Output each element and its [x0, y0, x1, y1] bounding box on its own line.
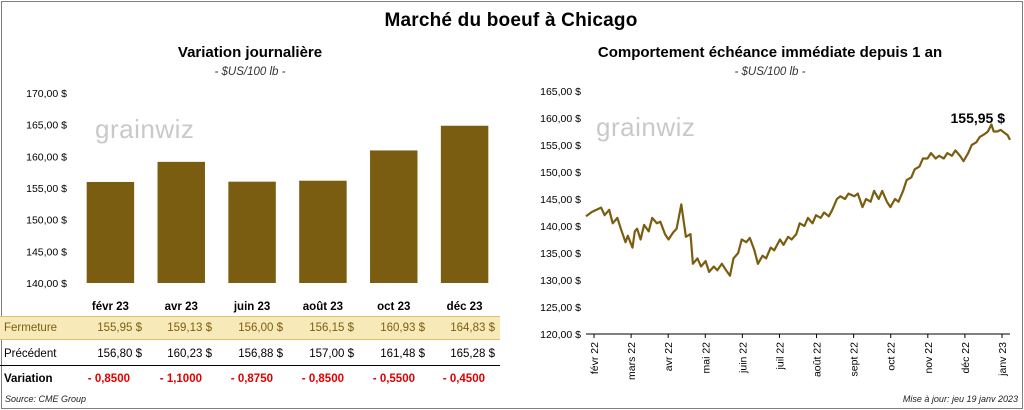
bar — [86, 181, 135, 283]
row-label-previous: Précédent — [4, 348, 57, 360]
y-tick-label: 145,00 $ — [26, 246, 67, 258]
closing-cell: 164,83 $ — [450, 322, 495, 334]
line-chart-title: Comportement échéance immédiate depuis 1… — [597, 44, 943, 61]
previous-cell: 156,80 $ — [97, 348, 142, 360]
closing-cell: 156,00 $ — [238, 322, 283, 334]
previous-cell: 157,00 $ — [309, 348, 354, 360]
source-note: Source: CME Group — [5, 394, 87, 404]
change-cell: - 0,4500 — [442, 373, 485, 385]
bar — [299, 180, 347, 283]
x-tick-label: juil 22 — [774, 342, 786, 371]
row-label-change: Variation — [4, 373, 53, 385]
y-tick-label: 135,00 $ — [540, 248, 581, 260]
closing-cell: 155,95 $ — [97, 322, 142, 334]
y-tick-label: 150,00 $ — [540, 167, 581, 179]
y-tick-label: 130,00 $ — [540, 275, 581, 287]
y-tick-label: 120,00 $ — [540, 329, 581, 341]
x-tick-label: juin 22 — [737, 342, 749, 374]
row-label-closing: Fermeture — [4, 322, 58, 334]
y-tick-label: 165,00 $ — [26, 120, 67, 132]
y-tick-label: 140,00 $ — [26, 278, 67, 290]
line-chart-subtitle: - $US/100 lb - — [734, 66, 806, 78]
bar-chart-subtitle: - $US/100 lb - — [214, 66, 286, 78]
previous-cell: 165,28 $ — [450, 348, 495, 360]
y-tick-label: 140,00 $ — [540, 221, 581, 233]
x-tick-label: janv 23 — [997, 342, 1009, 377]
table-row-change: Variation - 0,8500 - 1,1000 - 0,8750 - 0… — [0, 368, 500, 390]
watermark-right: grainwiz — [596, 112, 695, 142]
closing-cell: 159,13 $ — [167, 322, 212, 334]
y-tick-label: 125,00 $ — [540, 302, 581, 314]
y-tick-label: 165,00 $ — [540, 86, 581, 98]
change-cell: - 0,8750 — [230, 373, 273, 385]
table-row-closing: Fermeture 155,95 $ 159,13 $ 156,00 $ 156… — [0, 316, 500, 340]
x-tick-label: mars 22 — [626, 342, 638, 380]
y-tick-label: 145,00 $ — [540, 194, 581, 206]
previous-cell: 156,88 $ — [238, 348, 283, 360]
x-category-label: févr 23 — [92, 301, 129, 313]
change-cell: - 1,1000 — [159, 373, 202, 385]
bar — [370, 150, 418, 283]
bar — [157, 161, 205, 283]
closing-cell: 160,93 $ — [380, 322, 425, 334]
y-tick-label: 160,00 $ — [540, 113, 581, 125]
x-tick-label: sept 22 — [849, 342, 861, 377]
previous-cell: 160,23 $ — [167, 348, 212, 360]
x-tick-label: nov 22 — [923, 342, 935, 374]
x-category-label: oct 23 — [377, 301, 410, 313]
change-cell: - 0,5500 — [372, 373, 415, 385]
table-row-previous: Précédent 156,80 $ 160,23 $ 156,88 $ 157… — [0, 343, 500, 366]
x-category-label: août 23 — [303, 301, 343, 313]
y-tick-label: 155,00 $ — [540, 140, 581, 152]
y-tick-label: 155,00 $ — [26, 183, 67, 195]
change-cell: - 0,8500 — [301, 373, 344, 385]
x-tick-label: févr 22 — [589, 342, 601, 374]
x-category-label: déc 23 — [447, 301, 483, 313]
bar-chart: grainwiz 140,00 $ 145,00 $ 150,00 $ 155,00 … — [26, 88, 489, 313]
updated-note: Mise à jour: jeu 19 janv 2023 — [902, 394, 1018, 404]
x-tick-label: oct 22 — [886, 342, 898, 371]
main-title: Marché du boeuf à Chicago — [384, 10, 638, 31]
watermark-left: grainwiz — [95, 114, 194, 144]
change-cell: - 0,8500 — [87, 373, 130, 385]
x-tick-label: mai 22 — [700, 342, 712, 374]
x-category-label: avr 23 — [165, 301, 198, 313]
bar — [440, 125, 489, 283]
closing-cell: 156,15 $ — [309, 322, 354, 334]
bar — [228, 181, 276, 283]
previous-cell: 161,48 $ — [380, 348, 425, 360]
x-tick-label: août 22 — [812, 342, 824, 377]
y-tick-label: 170,00 $ — [26, 88, 67, 100]
last-value-label: 155,95 $ — [951, 110, 1006, 126]
x-category-label: juin 23 — [233, 301, 270, 313]
y-tick-label: 160,00 $ — [26, 151, 67, 163]
x-tick-label: avr 22 — [663, 342, 675, 371]
bar-chart-title: Variation journalière — [177, 44, 323, 61]
price-series-line — [585, 123, 1011, 277]
x-tick-label: déc 22 — [960, 342, 972, 374]
y-tick-label: 150,00 $ — [26, 215, 67, 227]
